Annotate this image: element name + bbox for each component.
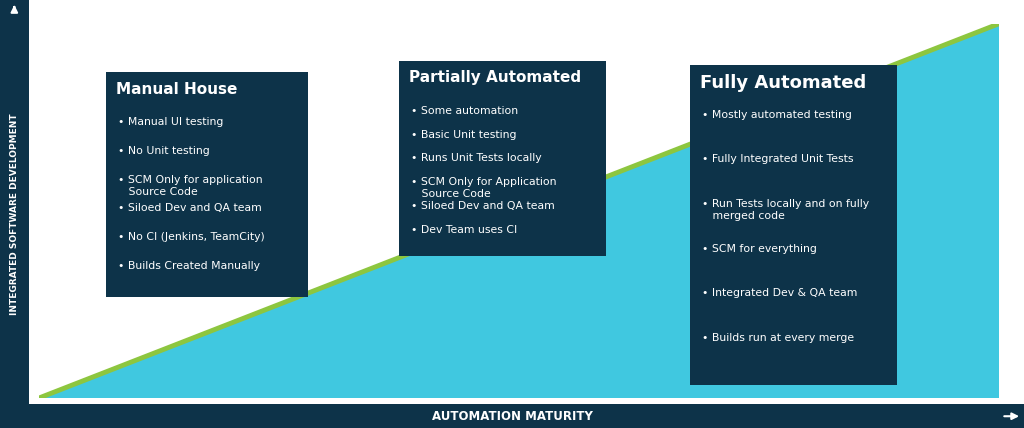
Text: Manual House: Manual House xyxy=(116,82,238,97)
FancyBboxPatch shape xyxy=(690,65,897,385)
Text: • Fully Integrated Unit Tests: • Fully Integrated Unit Tests xyxy=(701,155,853,164)
Text: INTEGRATED SOFTWARE DEVELOPMENT: INTEGRATED SOFTWARE DEVELOPMENT xyxy=(10,113,18,315)
FancyBboxPatch shape xyxy=(399,61,605,256)
Text: • Run Tests locally and on fully
   merged code: • Run Tests locally and on fully merged … xyxy=(701,199,868,221)
Polygon shape xyxy=(39,24,999,398)
Text: • No CI (Jenkins, TeamCity): • No CI (Jenkins, TeamCity) xyxy=(118,232,264,242)
Text: • No Unit testing: • No Unit testing xyxy=(118,146,210,156)
Text: • Builds run at every merge: • Builds run at every merge xyxy=(701,333,854,343)
Text: • Siloed Dev and QA team: • Siloed Dev and QA team xyxy=(118,203,261,213)
Text: Partially Automated: Partially Automated xyxy=(409,70,581,85)
Text: • Runs Unit Tests locally: • Runs Unit Tests locally xyxy=(411,153,542,163)
Text: • Builds Created Manually: • Builds Created Manually xyxy=(118,261,260,271)
Text: • SCM for everything: • SCM for everything xyxy=(701,244,816,253)
FancyBboxPatch shape xyxy=(106,72,308,297)
Text: AUTOMATION MATURITY: AUTOMATION MATURITY xyxy=(431,410,593,423)
Text: • SCM Only for application
   Source Code: • SCM Only for application Source Code xyxy=(118,175,262,197)
Text: • Siloed Dev and QA team: • Siloed Dev and QA team xyxy=(411,201,554,211)
Text: • Manual UI testing: • Manual UI testing xyxy=(118,117,223,127)
Text: • Dev Team uses CI: • Dev Team uses CI xyxy=(411,225,517,235)
Text: • SCM Only for Application
   Source Code: • SCM Only for Application Source Code xyxy=(411,177,556,199)
Text: Fully Automated: Fully Automated xyxy=(699,74,866,92)
Text: • Some automation: • Some automation xyxy=(411,106,518,116)
Text: • Mostly automated testing: • Mostly automated testing xyxy=(701,110,852,120)
Text: • Basic Unit testing: • Basic Unit testing xyxy=(411,130,516,140)
Text: • Integrated Dev & QA team: • Integrated Dev & QA team xyxy=(701,288,857,298)
